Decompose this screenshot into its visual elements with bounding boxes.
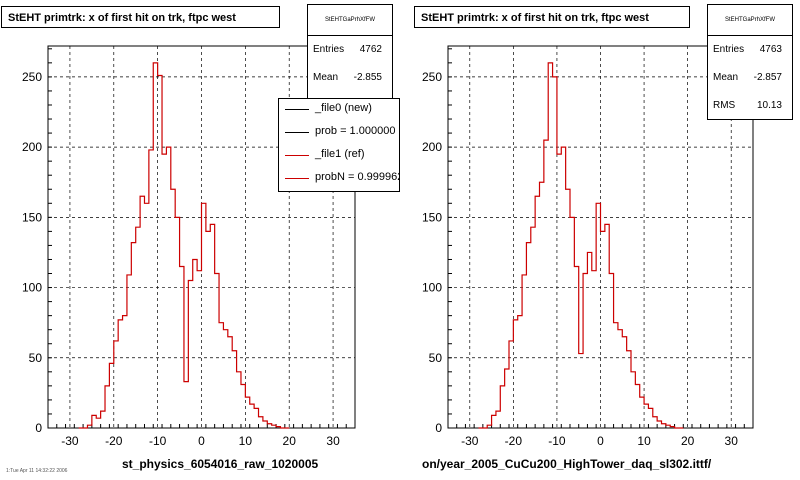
stats-mean-label: Mean xyxy=(313,72,339,83)
y-tick-label: 150 xyxy=(422,210,442,224)
stats-entries-row: Entries 4762 xyxy=(308,36,392,64)
x-tick-label: -20 xyxy=(505,434,523,448)
histogram-series-line xyxy=(78,62,290,429)
x-tick-label: 30 xyxy=(326,434,340,448)
stats-entries-label: Entries xyxy=(713,44,745,55)
stats-entries-label: Entries xyxy=(313,44,345,55)
y-tick-label: 50 xyxy=(29,351,43,365)
legend-label: _file1 (ref) xyxy=(315,148,365,160)
legend-entry-ref: _file1 (ref) xyxy=(279,145,399,167)
x-tick-label: 20 xyxy=(283,434,297,448)
x-tick-label: 0 xyxy=(597,434,604,448)
x-tick-label: 20 xyxy=(681,434,695,448)
stats-entries-row: Entries 4763 xyxy=(708,36,792,64)
histogram-plot-right: -30 -20 -10 0 10 20 30 0 50 100 150 200 250 xyxy=(422,45,754,448)
stats-mean-value: -2.855 xyxy=(353,72,382,83)
x-tick-label: -20 xyxy=(105,434,123,448)
y-tick-label: 0 xyxy=(35,421,42,435)
legend-line-icon xyxy=(285,178,309,179)
legend-entry-prob: prob = 1.000000 xyxy=(279,122,399,144)
x-tick-label: 10 xyxy=(239,434,253,448)
stats-entries-value: 4762 xyxy=(359,44,382,55)
y-tick-label: 50 xyxy=(429,351,443,365)
y-tick-label: 250 xyxy=(422,70,442,84)
run-label: st_physics_6054016_raw_1020005 xyxy=(122,457,319,471)
x-tick-label: 30 xyxy=(725,434,739,448)
y-tick-label: 0 xyxy=(435,421,442,435)
stats-rms-label: RMS xyxy=(713,100,736,111)
x-tick-label: 0 xyxy=(198,434,205,448)
footer-timestamp: 1:Tue Apr 11 14:32:22 2006 xyxy=(6,468,68,474)
legend-entry-probn: probN = 0.999962 xyxy=(279,168,400,190)
y-tick-label: 250 xyxy=(22,70,42,84)
stats-mean-value: -2.857 xyxy=(753,72,782,83)
y-tick-label: 200 xyxy=(22,140,42,154)
stats-mean-row: Mean -2.857 xyxy=(708,64,792,92)
x-tick-label: -30 xyxy=(461,434,479,448)
y-tick-label: 200 xyxy=(422,140,442,154)
stats-title: StEHTGaPrhXfFW xyxy=(308,5,392,36)
x-tick-label: 10 xyxy=(637,434,651,448)
y-tick-label: 100 xyxy=(22,281,42,295)
histogram-panel-left: -30 -20 -10 0 10 20 30 0 50 100 150 200 250 StEHT pr… xyxy=(1,4,400,471)
histogram-title: StEHT primtrk: x of first hit on trk, ft… xyxy=(414,6,690,28)
legend-label: _file0 (new) xyxy=(315,102,372,114)
stats-mean-row: Mean -2.855 xyxy=(308,64,392,92)
legend-line-icon xyxy=(285,132,309,133)
stats-mean-label: Mean xyxy=(713,72,739,83)
stats-box: StEHTGaPrhXfFW Entries 4763 Mean -2.857 … xyxy=(707,4,793,120)
stats-title: StEHTGaPrhXfFW xyxy=(708,5,792,36)
legend-entry-new: _file0 (new) xyxy=(279,99,399,121)
x-tick-label: -10 xyxy=(548,434,566,448)
x-tick-label: -10 xyxy=(149,434,167,448)
legend-label: prob = 1.000000 xyxy=(315,125,396,137)
x-tick-label: -30 xyxy=(61,434,79,448)
legend-line-icon xyxy=(285,109,309,110)
y-tick-label: 100 xyxy=(422,281,442,295)
legend-line-icon xyxy=(285,155,309,156)
legend: _file0 (new) prob = 1.000000 _file1 (ref… xyxy=(278,98,400,192)
y-tick-label: 150 xyxy=(22,210,42,224)
stats-entries-value: 4763 xyxy=(759,44,782,55)
run-label: on/year_2005_CuCu200_HighTower_daq_sl302… xyxy=(422,457,712,471)
stats-rms-row: RMS 10.13 xyxy=(708,92,792,120)
histogram-series-line xyxy=(478,62,684,429)
stats-rms-value: 10.13 xyxy=(756,100,782,111)
histogram-panel-right: -30 -20 -10 0 10 20 30 0 50 100 150 200 250 StEHT pr… xyxy=(400,0,800,480)
legend-label: probN = 0.999962 xyxy=(315,171,400,183)
histogram-title: StEHT primtrk: x of first hit on trk, ft… xyxy=(1,6,280,28)
